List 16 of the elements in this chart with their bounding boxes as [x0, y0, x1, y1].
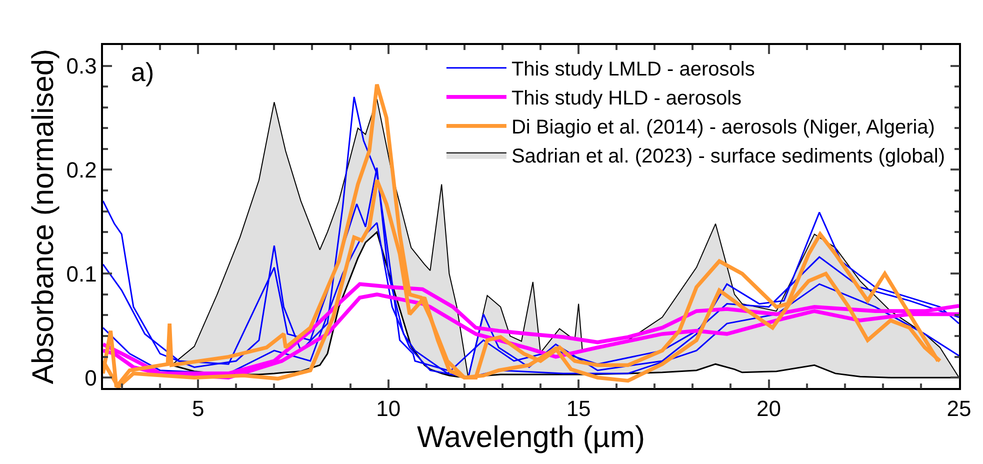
x-tick-label: 5: [192, 396, 204, 422]
y-tick-label: 0.3: [66, 53, 97, 78]
legend-label: Di Biagio et al. (2014) - aerosols (Niger, Algeria): [511, 116, 935, 139]
x-tick-label: 15: [566, 396, 591, 422]
x-axis-title: Wavelength (µm): [417, 421, 645, 454]
x-tick-label: 20: [756, 396, 782, 422]
annotation: a): [131, 57, 154, 87]
legend-label: Sadrian et al. (2023) - surface sediments (global): [511, 146, 945, 168]
x-tick-label: 10: [376, 396, 401, 422]
y-tick-label: 0: [84, 365, 97, 390]
y-tick-label: 0.1: [66, 261, 97, 286]
y-tick-label: 0.2: [66, 157, 97, 182]
x-tick-label: 25: [946, 396, 972, 422]
y-axis-title: Absorbance (normalised): [26, 48, 60, 384]
legend-label: This study HLD - aerosols: [511, 88, 742, 110]
legend-label: This study LMLD - aerosols: [511, 58, 755, 81]
